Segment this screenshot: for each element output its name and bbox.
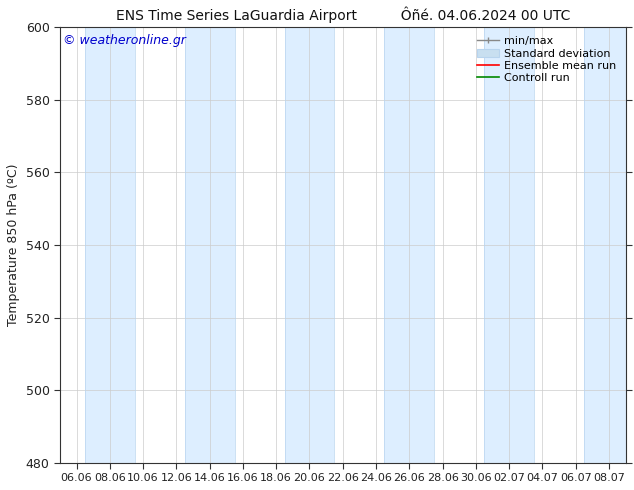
Bar xyxy=(384,27,434,463)
Legend: min/max, Standard deviation, Ensemble mean run, Controll run: min/max, Standard deviation, Ensemble me… xyxy=(474,33,620,87)
Bar xyxy=(584,27,634,463)
Bar xyxy=(285,27,334,463)
Title: ENS Time Series LaGuardia Airport          Ôñé. 04.06.2024 00 UTC: ENS Time Series LaGuardia Airport Ôñé. 0… xyxy=(115,7,570,24)
Y-axis label: Temperature 850 hPa (ºC): Temperature 850 hPa (ºC) xyxy=(7,164,20,326)
Text: © weatheronline.gr: © weatheronline.gr xyxy=(63,34,186,47)
Bar xyxy=(484,27,534,463)
Bar xyxy=(85,27,135,463)
Bar xyxy=(184,27,235,463)
